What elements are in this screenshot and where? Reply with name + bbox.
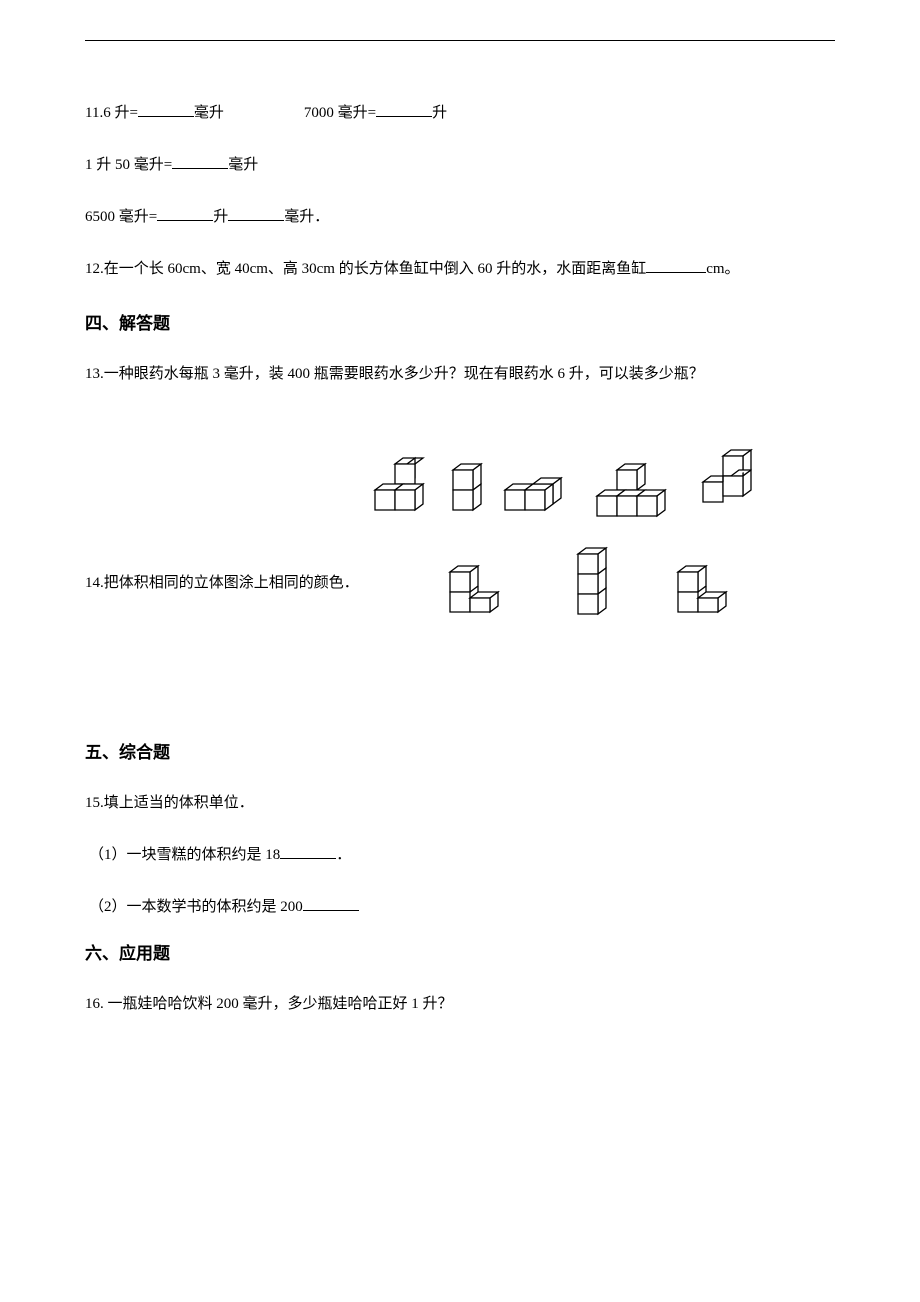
blank	[138, 101, 194, 117]
q12: 12.在一个长 60cm、宽 40cm、高 30cm 的长方体鱼缸中倒入 60 …	[85, 257, 835, 281]
blank	[157, 205, 213, 221]
blank	[172, 153, 228, 169]
blank	[303, 895, 359, 911]
q11-l3a: 6500 毫升=	[85, 209, 157, 225]
section5-header: 五、综合题	[85, 738, 835, 763]
cube-figures	[367, 446, 767, 622]
section6-header: 六、应用题	[85, 939, 835, 964]
cube-fig-2	[449, 456, 485, 526]
q16: 16. 一瓶娃哈哈饮料 200 毫升，多少瓶娃哈哈正好 1 升？	[85, 992, 835, 1016]
q12-a: 12.在一个长 60cm、宽 40cm、高 30cm 的长方体鱼缸中倒入 60 …	[85, 261, 646, 277]
q11-line1: 11.6 升= 毫升 7000 毫升= 升	[85, 101, 835, 125]
spacer	[85, 656, 835, 726]
blank	[376, 101, 432, 117]
cube-fig-3	[501, 456, 573, 526]
q11-l2a: 1 升 50 毫升=	[85, 157, 172, 173]
q15-p1b: ．	[336, 847, 351, 863]
q15-part1: （1）一块雪糕的体积约是 18 ．	[89, 843, 835, 867]
figure-row-2	[417, 544, 767, 622]
q15-p2a: （2）一本数学书的体积约是 200	[89, 899, 303, 915]
blank	[280, 843, 336, 859]
q12-b: cm。	[706, 261, 739, 277]
horizontal-rule	[85, 40, 835, 41]
q15-part2: （2）一本数学书的体积约是 200	[89, 895, 835, 919]
q11-line2: 1 升 50 毫升= 毫升	[85, 153, 835, 177]
q15-title: 15.填上适当的体积单位．	[85, 791, 835, 815]
q15-p1a: （1）一块雪糕的体积约是 18	[89, 847, 280, 863]
q11-unit1: 毫升	[194, 105, 224, 121]
q14-text: 14.把体积相同的立体图涂上相同的颜色．	[85, 571, 359, 622]
cube-fig-6	[442, 562, 514, 622]
cube-fig-8	[670, 562, 742, 622]
q11-mid: 7000 毫升=	[304, 105, 376, 121]
cube-fig-5	[695, 446, 767, 526]
cube-fig-1	[367, 456, 433, 526]
q11-l2b: 毫升	[228, 157, 258, 173]
q13: 13.一种眼药水每瓶 3 毫升，装 400 瓶需要眼药水多少升？现在有眼药水 6…	[85, 362, 835, 386]
blank	[646, 257, 706, 273]
figure-row-1	[367, 446, 767, 526]
q14-row: 14.把体积相同的立体图涂上相同的颜色．	[85, 446, 835, 622]
section4-header: 四、解答题	[85, 309, 835, 334]
q11-l3c: 毫升．	[284, 209, 329, 225]
cube-fig-7	[574, 544, 610, 622]
q11-line3: 6500 毫升= 升 毫升．	[85, 205, 835, 229]
cube-fig-4	[589, 456, 679, 526]
q11-prefix: 11.6 升=	[85, 105, 138, 121]
blank	[228, 205, 284, 221]
q11-unit2: 升	[432, 105, 447, 121]
q11-l3b: 升	[213, 209, 228, 225]
